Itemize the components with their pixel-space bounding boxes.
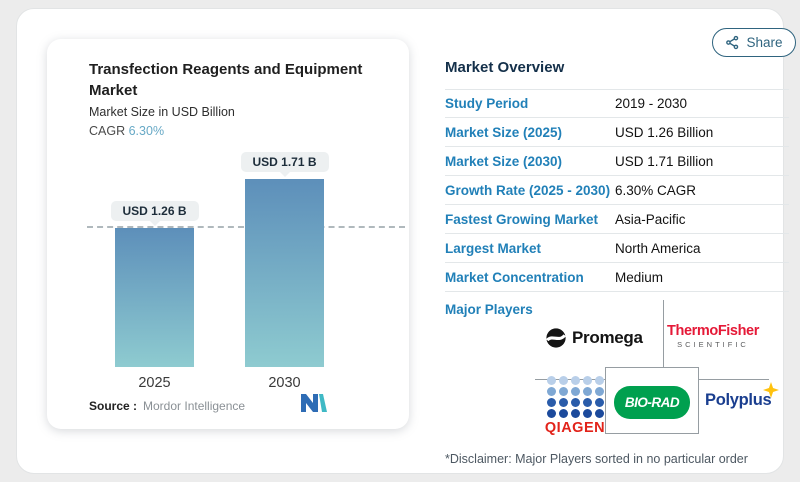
qiagen-dots-icon xyxy=(545,375,605,419)
thermo-fisher-logo: ThermoFisher SCIENTIFIC xyxy=(667,323,759,349)
disclaimer-text: *Disclaimer: Major Players sorted in no … xyxy=(445,452,748,466)
chart-cagr: CAGR 6.30% xyxy=(89,124,164,138)
row-value: Medium xyxy=(615,269,664,285)
chart-subtitle: Market Size in USD Billion xyxy=(89,105,235,119)
bar-value-callout-2030: USD 1.71 B xyxy=(240,152,329,177)
row-value: Asia-Pacific xyxy=(615,211,686,227)
chart-card: Transfection Reagents and Equipment Mark… xyxy=(47,39,409,429)
overview-table: Study Period 2019 - 2030 Market Size (202… xyxy=(445,89,789,292)
overview-heading: Market Overview xyxy=(445,59,565,76)
table-row: Fastest Growing Market Asia-Pacific xyxy=(445,205,789,234)
promega-logo: Promega xyxy=(545,327,643,349)
bar-chart: USD 1.26 B 2025 USD 1.71 B 2030 xyxy=(87,152,405,391)
share-button[interactable]: Share xyxy=(712,28,796,57)
x-tick-2025: 2025 xyxy=(138,375,171,391)
cagr-value: 6.30% xyxy=(128,124,165,138)
thermo-fisher-wordmark: ThermoFisher xyxy=(667,323,759,339)
mordor-intelligence-logo-icon xyxy=(301,394,327,417)
row-value: USD 1.71 Billion xyxy=(615,153,714,169)
bar-value-callout-2025: USD 1.26 B xyxy=(110,201,199,226)
row-label: Market Size (2030) xyxy=(445,153,563,169)
bar-value-2030: USD 1.71 B xyxy=(240,152,329,172)
source-label: Source : xyxy=(89,399,138,413)
share-label: Share xyxy=(746,35,783,50)
row-label: Study Period xyxy=(445,96,529,111)
tree-left-connector xyxy=(535,379,605,380)
table-row: Study Period 2019 - 2030 xyxy=(445,89,789,118)
major-players-label: Major Players xyxy=(445,302,533,317)
row-label: Market Concentration xyxy=(445,269,584,285)
polyplus-star-icon xyxy=(763,382,780,403)
row-label: Fastest Growing Market xyxy=(445,211,599,227)
row-value: 2019 - 2030 xyxy=(615,96,688,111)
row-value: USD 1.26 Billion xyxy=(615,124,714,140)
row-value: North America xyxy=(615,240,701,256)
table-row: Market Size (2030) USD 1.71 Billion xyxy=(445,147,789,176)
table-row: Market Concentration Medium xyxy=(445,263,789,292)
share-icon xyxy=(725,35,740,50)
callout-caret xyxy=(279,172,290,177)
polyplus-logo: Polyplus xyxy=(705,382,780,410)
qiagen-logo: QIAGEN xyxy=(535,375,615,436)
bar-2030 xyxy=(245,179,324,367)
row-value: 6.30% CAGR xyxy=(615,182,697,198)
tree-right-connector xyxy=(699,379,769,380)
bio-rad-wordmark: BIO-RAD xyxy=(624,395,680,410)
main-card: Share Transfection Reagents and Equipmen… xyxy=(16,8,796,474)
qiagen-wordmark: QIAGEN xyxy=(544,420,606,436)
tree-vertical-connector xyxy=(663,300,664,368)
row-label: Largest Market xyxy=(445,240,542,256)
table-row: Largest Market North America xyxy=(445,234,789,263)
cagr-label: CAGR xyxy=(89,124,126,138)
row-label: Market Size (2025) xyxy=(445,124,563,140)
table-row: Growth Rate (2025 - 2030) 6.30% CAGR xyxy=(445,176,789,205)
source-value: Mordor Intelligence xyxy=(143,399,246,413)
source-row: Source : Mordor Intelligence xyxy=(89,399,379,413)
thermo-fisher-scientific-wordmark: SCIENTIFIC xyxy=(677,340,749,349)
x-tick-2030: 2030 xyxy=(268,375,301,391)
chart-title: Transfection Reagents and Equipment Mark… xyxy=(89,61,363,99)
callout-caret xyxy=(149,221,160,226)
row-label: Growth Rate (2025 - 2030) xyxy=(445,182,611,198)
table-row: Market Size (2025) USD 1.26 Billion xyxy=(445,118,789,147)
polyplus-wordmark: Polyplus xyxy=(705,391,772,409)
promega-icon xyxy=(545,327,567,349)
bar-value-2025: USD 1.26 B xyxy=(110,201,199,221)
promega-wordmark: Promega xyxy=(572,328,643,347)
bar-2025 xyxy=(115,228,194,367)
bio-rad-logo: BIO-RAD xyxy=(614,386,690,419)
